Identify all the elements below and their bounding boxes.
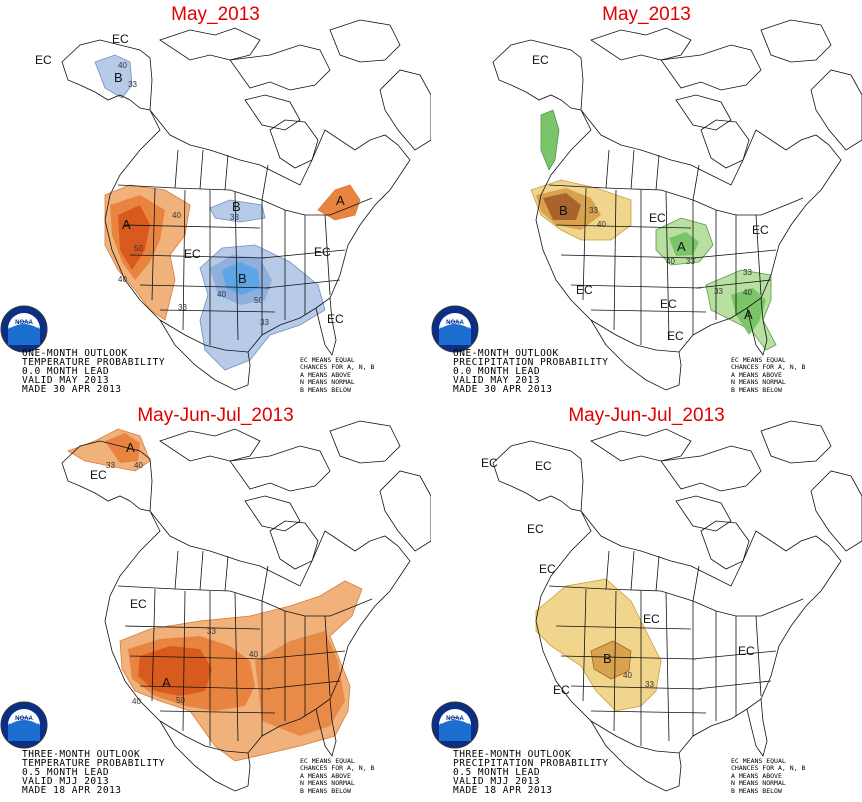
contour-value: 33: [260, 318, 269, 327]
contour-value: 40: [118, 275, 127, 284]
above-label: A: [744, 307, 753, 322]
ec-label: EC: [660, 297, 677, 311]
contour-value: 40: [217, 290, 226, 299]
contour-value: 40: [597, 220, 606, 229]
noaa-logo: [431, 305, 479, 353]
noaa-logo: [0, 305, 48, 353]
zone-wet-midwest-core: [669, 232, 699, 256]
contour-value: 33: [207, 627, 216, 636]
below-label: B: [232, 199, 241, 214]
ec-label: EC: [90, 468, 107, 482]
ec-label: EC: [738, 644, 755, 658]
contour-value: 33: [645, 680, 654, 689]
panel-title: May_2013: [171, 4, 260, 25]
contour-value: 40: [743, 288, 752, 297]
map-temp-mjj: [61, 420, 431, 792]
zone-dry-central-core: [590, 640, 632, 680]
ec-label: EC: [553, 683, 570, 697]
zone-above-alaska-core: [105, 433, 140, 463]
zone-above-west-core: [118, 205, 150, 270]
contour-value: 33: [686, 257, 695, 266]
above-label: A: [126, 440, 135, 455]
zone-below-northcentral: [209, 199, 266, 223]
map-temp-may: [61, 19, 431, 391]
map-precip-may: [492, 19, 862, 391]
contour-value: 50: [254, 296, 263, 305]
panel-title: May_2013: [602, 4, 691, 25]
above-label: A: [122, 217, 131, 232]
contour-value: 33: [230, 213, 239, 222]
below-label: B: [238, 271, 247, 286]
contour-value: 40: [134, 461, 143, 470]
zone-wet-northwest: [540, 109, 560, 171]
map-caption: THREE-MONTH OUTLOOK PRECIPITATION PROBABI…: [453, 749, 609, 796]
zone-dry-west-outer: [535, 578, 662, 712]
panel-precip-mjj: May-Jun-Jul_2013 EC EC EC EC EC EC EC B …: [431, 401, 862, 802]
ec-label: EC: [576, 283, 593, 297]
below-label: B: [603, 651, 612, 666]
contour-value: 33: [128, 80, 137, 89]
ec-label: EC: [130, 597, 147, 611]
zone-dry-northwest-core: [543, 193, 581, 220]
noaa-logo: [431, 701, 479, 749]
contour-value: 40: [172, 211, 181, 220]
contour-value: 40: [666, 257, 675, 266]
map-precip-mjj: [492, 420, 862, 792]
map-caption: ONE-MONTH OUTLOOK PRECIPITATION PROBABILI…: [453, 348, 609, 395]
above-label: A: [162, 675, 171, 690]
zone-above-northeast: [317, 184, 361, 221]
above-label: A: [336, 193, 345, 208]
contour-value: 50: [134, 244, 143, 253]
zone-wet-southeast-core: [731, 288, 766, 335]
ec-label: EC: [527, 522, 544, 536]
zone-below-alaska: [94, 54, 133, 99]
panel-temp-may: May_2013 EC EC EC EC EC A A B B B 40 33 …: [0, 0, 431, 401]
panel-title: May-Jun-Jul_2013: [568, 405, 725, 426]
contour-value: 40: [249, 650, 258, 659]
ec-label: EC: [35, 53, 52, 67]
ec-label: EC: [649, 211, 666, 225]
zone-above-us-core: [138, 646, 212, 696]
panel-temp-mjj: May-Jun-Jul_2013 EC EC A A 33 40 33 40 4…: [0, 401, 431, 802]
contour-value: 40: [623, 671, 632, 680]
ec-label: EC: [643, 612, 660, 626]
below-label: B: [559, 203, 568, 218]
panel-title: May-Jun-Jul_2013: [137, 405, 294, 426]
ec-label: EC: [112, 32, 129, 46]
ec-label: EC: [539, 562, 556, 576]
below-label: B: [114, 70, 123, 85]
contour-value: 33: [178, 303, 187, 312]
ec-label: EC: [481, 456, 498, 470]
contour-value: 40: [118, 61, 127, 70]
ec-label: EC: [535, 459, 552, 473]
ec-label: EC: [327, 312, 344, 326]
ec-label: EC: [752, 223, 769, 237]
noaa-logo: [0, 701, 48, 749]
ec-label: EC: [667, 329, 684, 343]
ec-label: EC: [184, 247, 201, 261]
contour-value: 33: [106, 461, 115, 470]
ec-label: EC: [314, 245, 331, 259]
contour-value: 33: [743, 268, 752, 277]
contour-value: 40: [132, 697, 141, 706]
contour-value: 33: [714, 287, 723, 296]
contour-value: 50: [176, 696, 185, 705]
above-label: A: [677, 239, 686, 254]
panel-precip-may: May_2013 EC EC EC EC EC EC B A A 40 33 4…: [431, 0, 862, 401]
contour-value: 33: [589, 206, 598, 215]
map-caption: ONE-MONTH OUTLOOK TEMPERATURE PROBABILITY…: [22, 348, 166, 395]
ec-label: EC: [532, 53, 549, 67]
map-caption: THREE-MONTH OUTLOOK TEMPERATURE PROBABILI…: [22, 749, 166, 796]
